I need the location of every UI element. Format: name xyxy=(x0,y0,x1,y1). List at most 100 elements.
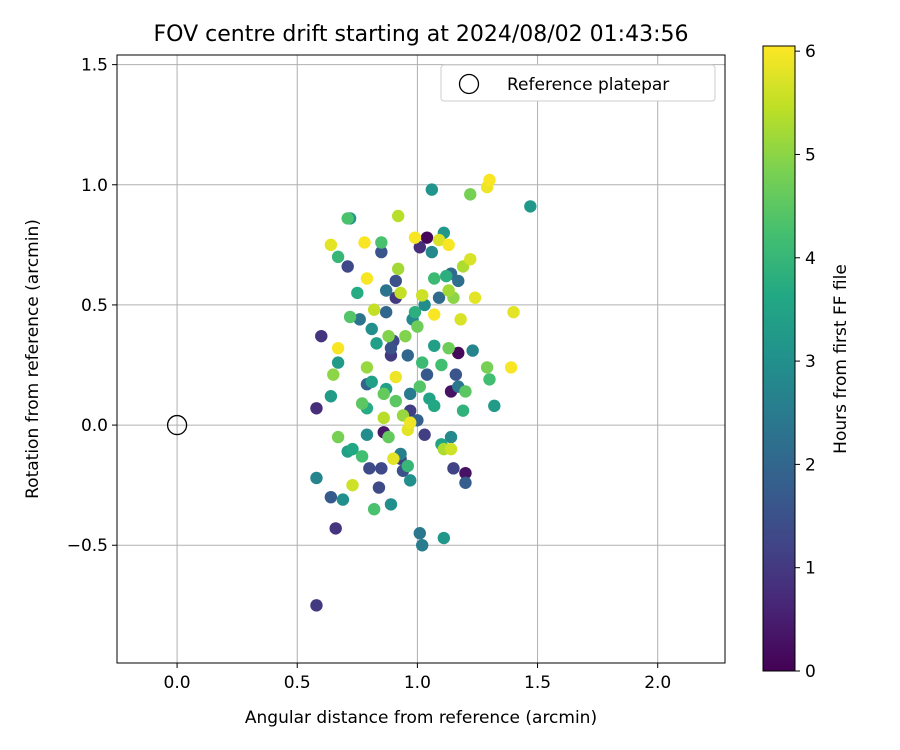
data-point xyxy=(425,245,439,259)
data-point xyxy=(367,502,381,516)
data-point xyxy=(389,394,402,408)
data-point xyxy=(375,245,388,259)
data-point xyxy=(466,344,479,357)
data-point xyxy=(408,305,422,319)
data-point xyxy=(459,466,472,480)
colorbar-tick-label: 6 xyxy=(805,42,816,62)
legend: Reference platepar xyxy=(440,64,716,102)
data-point xyxy=(355,450,369,463)
data-point xyxy=(360,428,374,441)
data-point xyxy=(452,346,465,360)
data-point xyxy=(403,416,417,429)
data-point xyxy=(315,329,328,343)
data-point xyxy=(420,368,434,381)
data-point xyxy=(447,462,460,475)
data-point xyxy=(428,339,441,352)
data-point xyxy=(387,452,400,465)
data-point xyxy=(435,358,448,372)
data-point xyxy=(375,462,388,475)
data-point xyxy=(411,320,424,333)
x-tick-label: 1.5 xyxy=(524,673,551,693)
data-point xyxy=(428,399,441,413)
y-tick-label: 1.0 xyxy=(81,176,108,196)
data-point xyxy=(483,373,496,386)
data-point xyxy=(507,305,520,319)
data-point xyxy=(331,430,345,444)
data-point xyxy=(377,411,390,425)
colorbar-gradient xyxy=(762,45,796,672)
colorbar: 0 1 2 3 4 5 6 Hours from first FF file xyxy=(762,42,851,682)
data-point xyxy=(524,200,537,213)
data-point xyxy=(341,212,354,225)
colorbar-tick-label: 0 xyxy=(805,662,816,682)
data-point xyxy=(464,253,477,266)
data-point xyxy=(459,476,472,489)
data-point xyxy=(331,341,345,355)
y-tick-label: −0.5 xyxy=(67,536,108,556)
colorbar-tick-label: 2 xyxy=(805,455,816,475)
y-axis-label: Rotation from reference (arcmin) xyxy=(23,219,43,499)
data-point xyxy=(413,527,426,540)
data-point xyxy=(336,493,350,506)
data-point xyxy=(442,284,455,297)
chart-title: FOV centre drift starting at 2024/08/02 … xyxy=(154,22,689,47)
data-point xyxy=(327,368,340,381)
x-tick-label: 1.0 xyxy=(404,673,431,693)
data-point xyxy=(310,599,323,612)
data-point xyxy=(365,375,378,389)
reference-platepar-marker xyxy=(166,414,188,436)
data-point xyxy=(382,430,395,444)
data-point xyxy=(480,361,494,374)
data-point xyxy=(432,291,446,304)
data-point xyxy=(468,291,482,304)
x-axis-ticks: 0.0 0.5 1.0 1.5 2.0 xyxy=(164,663,671,693)
data-point xyxy=(413,241,426,254)
data-point xyxy=(367,303,381,316)
data-point xyxy=(343,310,357,324)
data-point xyxy=(329,522,342,535)
data-point xyxy=(310,471,323,485)
colorbar-tick-label: 4 xyxy=(805,249,816,269)
data-point xyxy=(432,233,446,247)
data-point xyxy=(401,459,414,473)
data-point xyxy=(401,349,414,362)
data-point xyxy=(355,397,369,410)
data-point xyxy=(464,188,477,201)
data-point xyxy=(418,428,431,441)
data-point xyxy=(310,402,323,415)
data-point xyxy=(363,462,376,475)
data-point xyxy=(504,361,518,374)
data-point xyxy=(382,329,395,343)
colorbar-tick-label: 3 xyxy=(805,352,816,372)
data-point xyxy=(379,284,393,297)
data-point xyxy=(375,236,388,249)
data-point xyxy=(351,286,364,300)
data-point xyxy=(341,260,354,273)
x-axis-label: Angular distance from reference (arcmin) xyxy=(245,708,597,728)
data-point xyxy=(379,305,393,319)
data-point xyxy=(403,474,417,487)
y-tick-label: 0.0 xyxy=(81,416,108,436)
data-point xyxy=(360,272,374,285)
data-point xyxy=(403,387,417,401)
x-tick-label: 0.0 xyxy=(164,673,191,693)
data-point xyxy=(413,380,426,393)
data-point xyxy=(391,262,405,276)
data-point xyxy=(389,274,402,288)
data-point xyxy=(488,399,501,413)
data-point xyxy=(452,274,465,288)
data-point xyxy=(377,387,390,401)
legend-marker-reference xyxy=(458,73,480,95)
data-point xyxy=(444,442,458,456)
data-point xyxy=(370,337,383,350)
data-point xyxy=(444,430,458,444)
data-point xyxy=(418,298,431,312)
colorbar-tick-label: 5 xyxy=(805,145,816,165)
plot-frame xyxy=(116,54,726,664)
data-point xyxy=(456,404,470,417)
data-point xyxy=(408,231,422,244)
data-point xyxy=(428,272,441,285)
data-point xyxy=(389,370,402,384)
data-point xyxy=(324,238,338,252)
